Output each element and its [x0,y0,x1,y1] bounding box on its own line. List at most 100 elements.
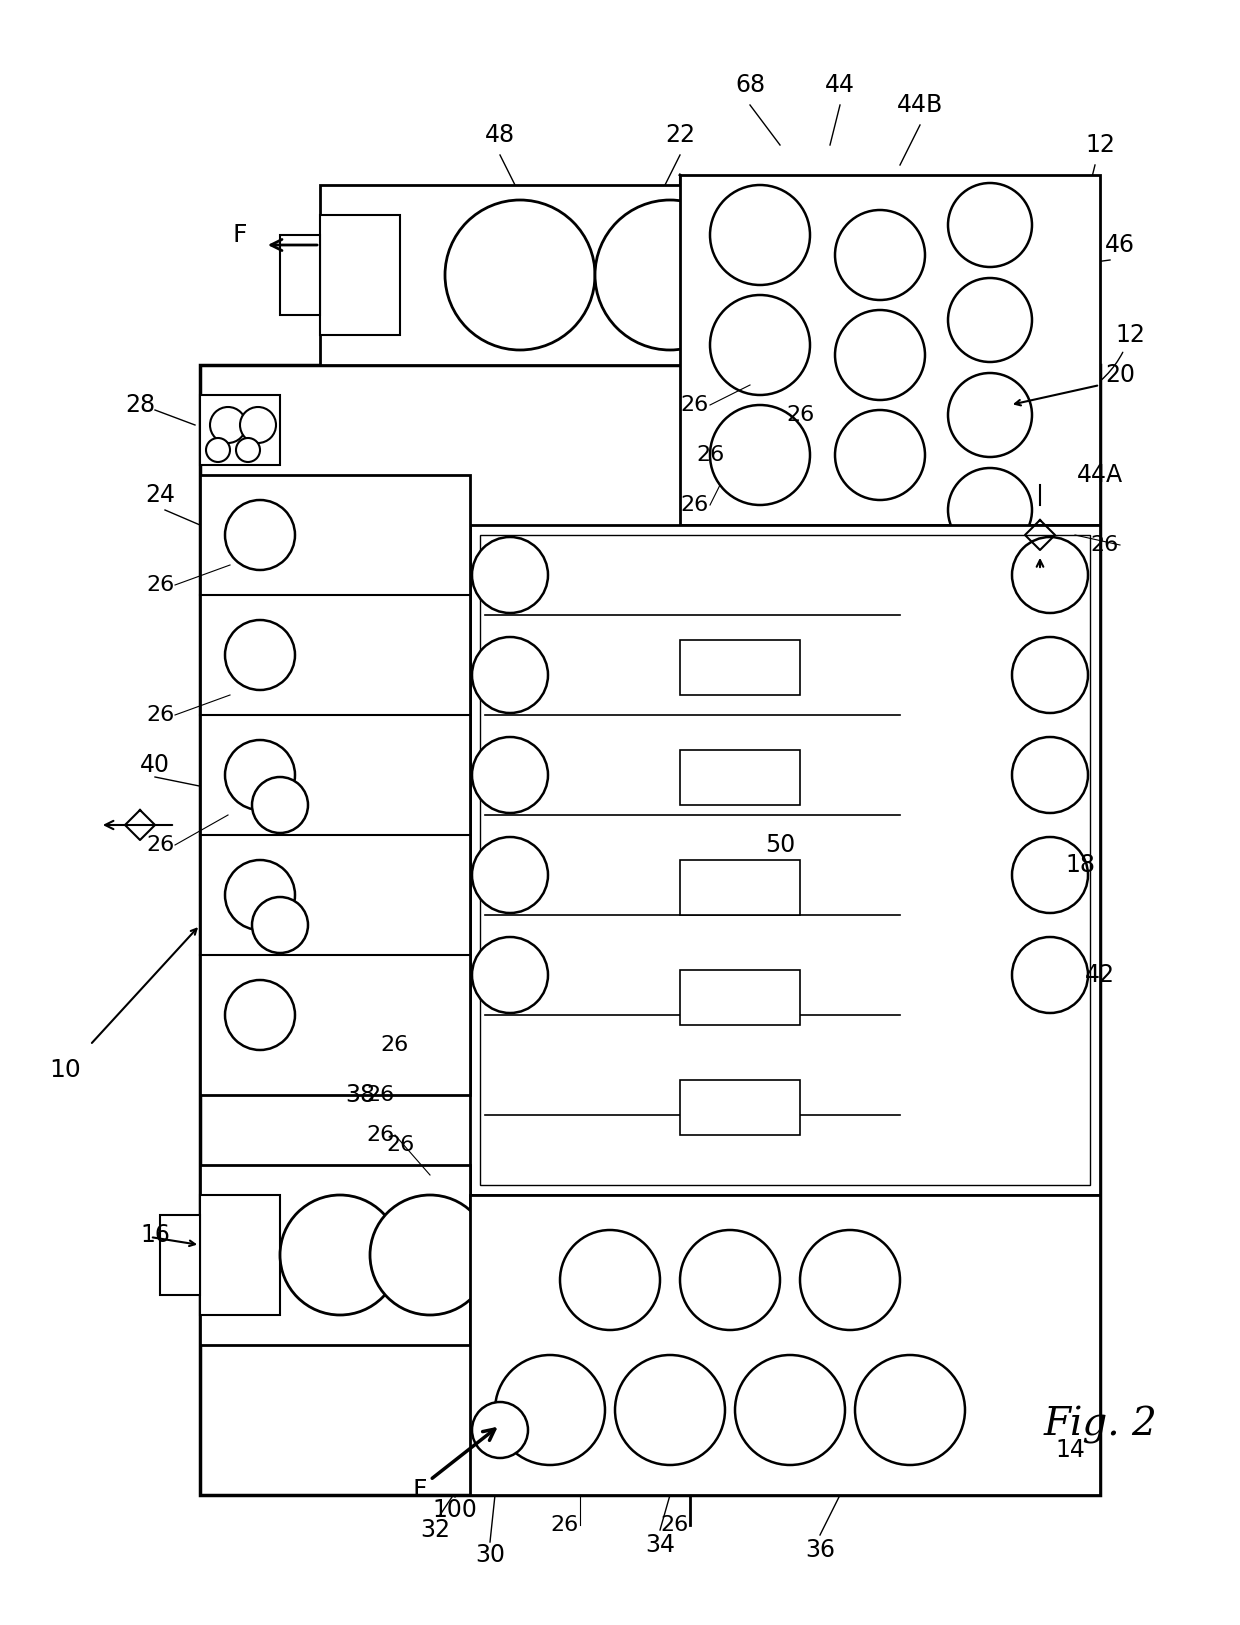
Text: 44B: 44B [897,93,944,117]
Text: 46: 46 [1105,232,1135,257]
Text: 14: 14 [1055,1438,1085,1462]
Text: 30: 30 [475,1544,505,1566]
Text: 16: 16 [140,1224,170,1246]
Text: 32: 32 [420,1518,450,1542]
Circle shape [711,405,810,505]
Circle shape [472,1402,528,1458]
Text: 26: 26 [386,1134,414,1155]
Text: 26: 26 [366,1086,394,1105]
Circle shape [472,938,548,1012]
Bar [680,860,800,915]
Text: 50: 50 [765,834,795,856]
Circle shape [595,200,745,349]
Bar [200,395,280,465]
Circle shape [560,1230,660,1329]
Text: 10: 10 [50,1058,81,1082]
Bar [200,474,470,1095]
Circle shape [949,468,1032,552]
Text: 68: 68 [735,73,765,98]
Text: 24: 24 [145,483,175,507]
Circle shape [472,637,548,713]
Circle shape [835,410,925,500]
Circle shape [711,185,810,284]
Text: 44A: 44A [1076,463,1123,487]
Text: 40: 40 [140,752,170,777]
Circle shape [1012,536,1087,613]
Bar [470,525,1100,1194]
Text: 100: 100 [433,1498,477,1523]
Circle shape [949,184,1032,266]
Circle shape [224,500,295,570]
Text: 26: 26 [786,405,815,426]
Circle shape [856,1355,965,1466]
Text: 22: 22 [665,124,694,146]
Text: 26: 26 [146,705,174,725]
Bar [470,1194,1100,1495]
Text: 36: 36 [805,1537,835,1562]
Bar [200,366,1100,1495]
Circle shape [495,1355,605,1466]
Text: 12: 12 [1083,323,1145,393]
Text: F: F [413,1479,428,1502]
Text: 26: 26 [1091,535,1120,556]
Circle shape [949,562,1032,647]
Circle shape [1012,637,1087,713]
Bar [160,1216,200,1295]
Text: Fig. 2: Fig. 2 [1043,1406,1157,1445]
Circle shape [472,536,548,613]
Text: 26: 26 [681,395,709,414]
Text: 26: 26 [381,1035,409,1055]
Bar [680,751,800,804]
Text: 38: 38 [345,1082,374,1107]
Text: 28: 28 [125,393,155,418]
Text: 26: 26 [146,835,174,855]
Circle shape [210,406,246,444]
Text: 18: 18 [1065,853,1095,878]
Text: F: F [233,223,247,247]
Text: 26: 26 [696,445,724,465]
Bar [320,185,800,366]
Bar [200,1165,470,1346]
Bar [200,1194,280,1315]
Circle shape [472,837,548,913]
Text: 34: 34 [645,1532,675,1557]
Circle shape [800,1230,900,1329]
Circle shape [445,200,595,349]
Circle shape [1012,837,1087,913]
Circle shape [224,860,295,929]
Text: 44: 44 [825,73,856,98]
Circle shape [615,1355,725,1466]
Bar [680,176,1100,525]
Circle shape [835,310,925,400]
Text: 48: 48 [485,124,515,146]
Circle shape [224,739,295,809]
Circle shape [680,1230,780,1329]
Bar [680,1081,800,1134]
Circle shape [280,1194,401,1315]
Text: 26: 26 [661,1514,689,1536]
Text: 12: 12 [1085,133,1115,158]
Circle shape [252,897,308,952]
Bar [280,236,320,315]
Text: 42: 42 [1085,964,1115,986]
Circle shape [241,406,277,444]
Text: 26: 26 [366,1124,394,1146]
Bar [320,214,401,335]
Circle shape [252,777,308,834]
Bar [680,970,800,1025]
Circle shape [1012,738,1087,812]
Text: 26: 26 [146,575,174,595]
Text: 20: 20 [1105,362,1135,387]
Circle shape [835,210,925,301]
Circle shape [949,278,1032,362]
Circle shape [949,374,1032,457]
Circle shape [224,980,295,1050]
Bar [480,535,1090,1185]
Circle shape [370,1194,490,1315]
Circle shape [711,296,810,395]
Text: 26: 26 [681,496,709,515]
Circle shape [472,738,548,812]
Circle shape [236,439,260,462]
Text: 26: 26 [551,1514,579,1536]
Circle shape [206,439,229,462]
